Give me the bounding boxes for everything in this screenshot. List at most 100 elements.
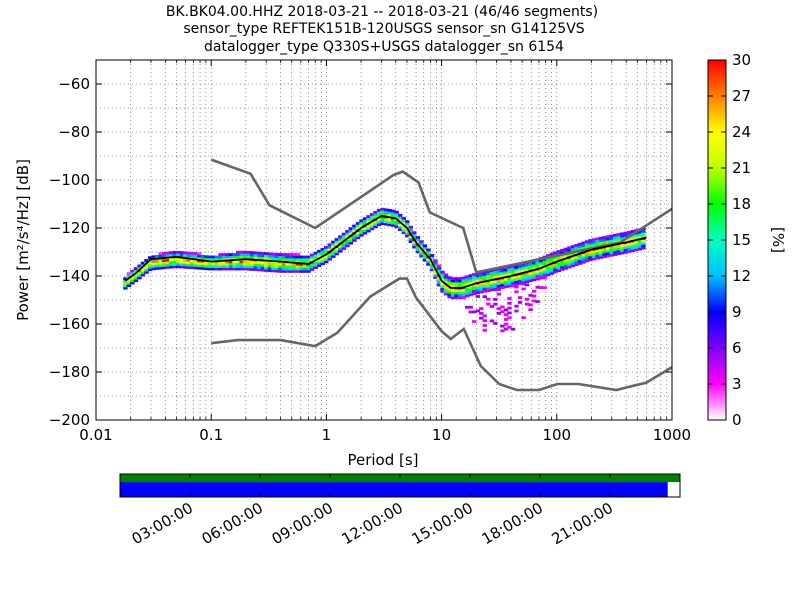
- heatmap-cell: [239, 260, 244, 264]
- heatmap-cell: [637, 240, 643, 244]
- heatmap-cell: [225, 260, 230, 264]
- heatmap-cell: [415, 240, 421, 244]
- heatmap-cell: [486, 281, 491, 285]
- plot-background: [96, 60, 672, 420]
- heatmap-cell: [373, 220, 378, 224]
- heatmap-cell: [524, 283, 530, 287]
- heatmap-cell: [461, 276, 466, 280]
- heatmap-cell: [500, 286, 505, 290]
- heatmap-cell: [493, 270, 498, 274]
- heatmap-cell: [563, 262, 569, 265]
- heatmap-cell: [616, 233, 621, 236]
- noise-model-nhnm: [210, 158, 673, 274]
- coverage-bar: [120, 474, 680, 483]
- heatmap-cell: [295, 253, 301, 256]
- heatmap-cell: [620, 251, 625, 255]
- heatmap-cell: [609, 239, 614, 243]
- heatmap-cell: [496, 270, 502, 273]
- heatmap-cell: [598, 236, 604, 240]
- heatmap-cell: [457, 289, 463, 292]
- heatmap-cell: [345, 234, 350, 238]
- heatmap-cell: [373, 213, 378, 217]
- heatmap-cell: [443, 285, 449, 289]
- heatmap-cell: [338, 247, 343, 251]
- heatmap-cell: [144, 263, 149, 267]
- heatmap-cell: [447, 293, 452, 296]
- heatmap-cell: [542, 286, 547, 290]
- heatmap-cell: [531, 271, 537, 274]
- heatmap-cell: [211, 267, 216, 271]
- heatmap-cell: [486, 269, 491, 273]
- colorbar-tick-label: 15: [732, 231, 751, 249]
- heatmap-cell: [179, 265, 184, 269]
- heatmap-cell: [405, 220, 410, 223]
- heatmap-cell: [605, 237, 611, 241]
- heatmap-cell: [549, 257, 554, 261]
- heatmap-cell: [598, 256, 604, 259]
- heatmap-cell: [267, 264, 273, 268]
- heatmap-cell: [126, 284, 132, 288]
- heatmap-cell: [260, 266, 265, 270]
- heatmap-cell: [507, 311, 512, 315]
- heatmap-cell: [549, 267, 554, 270]
- heatmap-cell: [398, 213, 403, 217]
- heatmap-cell: [250, 253, 255, 257]
- heatmap-cell: [264, 257, 269, 260]
- heatmap-cell: [493, 285, 498, 288]
- heatmap-cell: [313, 254, 318, 257]
- heatmap-cell: [507, 297, 512, 300]
- heatmap-cell: [190, 261, 195, 265]
- heatmap-cell: [426, 260, 431, 264]
- heatmap-cell: [503, 278, 509, 281]
- heatmap-cell: [514, 309, 519, 313]
- heatmap-cell: [412, 236, 417, 239]
- heatmap-cell: [419, 254, 424, 258]
- heatmap-cell: [161, 254, 167, 258]
- heatmap-cell: [211, 265, 216, 268]
- heatmap-cell: [479, 278, 484, 282]
- heatmap-cell: [500, 274, 505, 277]
- heatmap-cell: [440, 285, 445, 288]
- heatmap-cell: [376, 208, 382, 212]
- heatmap-cell: [394, 210, 399, 214]
- heatmap-cell: [602, 248, 607, 251]
- heatmap-cell: [260, 261, 265, 265]
- heatmap-cell: [369, 227, 375, 231]
- heatmap-cell: [531, 261, 537, 265]
- heatmap-cell: [317, 249, 322, 253]
- heatmap-cell: [419, 252, 424, 256]
- heatmap-cell: [616, 235, 621, 239]
- heatmap-cell: [524, 297, 530, 301]
- heatmap-cell: [563, 266, 569, 270]
- heatmap-cell: [507, 277, 512, 281]
- heatmap-cell: [193, 252, 199, 255]
- heatmap-cell: [391, 224, 396, 227]
- heatmap-cell: [507, 301, 512, 305]
- heatmap-cell: [211, 258, 216, 261]
- heatmap-cell: [235, 253, 241, 256]
- heatmap-cell: [295, 270, 301, 273]
- heatmap-cell: [503, 285, 509, 289]
- heatmap-cell: [295, 267, 301, 271]
- heatmap-cell: [630, 242, 635, 245]
- heatmap-cell: [338, 245, 343, 248]
- heatmap-cell: [214, 255, 220, 259]
- heatmap-cell: [500, 310, 505, 314]
- heatmap-cell: [405, 222, 410, 226]
- heatmap-cell: [479, 285, 484, 289]
- heatmap-cell: [309, 268, 315, 271]
- heatmap-cell: [584, 254, 590, 258]
- heatmap-cell: [570, 245, 576, 248]
- heatmap-cell: [126, 274, 132, 278]
- heatmap-cell: [355, 231, 361, 235]
- heatmap-cell: [253, 251, 258, 255]
- heatmap-cell: [243, 253, 248, 256]
- heatmap-cell: [500, 271, 505, 275]
- heatmap-cell: [197, 252, 202, 256]
- heatmap-cell: [158, 264, 163, 268]
- heatmap-cell: [274, 264, 280, 268]
- heatmap-cell: [436, 281, 442, 285]
- heatmap-cell: [486, 288, 491, 291]
- heatmap-cell: [218, 262, 223, 266]
- heatmap-cell: [383, 220, 389, 224]
